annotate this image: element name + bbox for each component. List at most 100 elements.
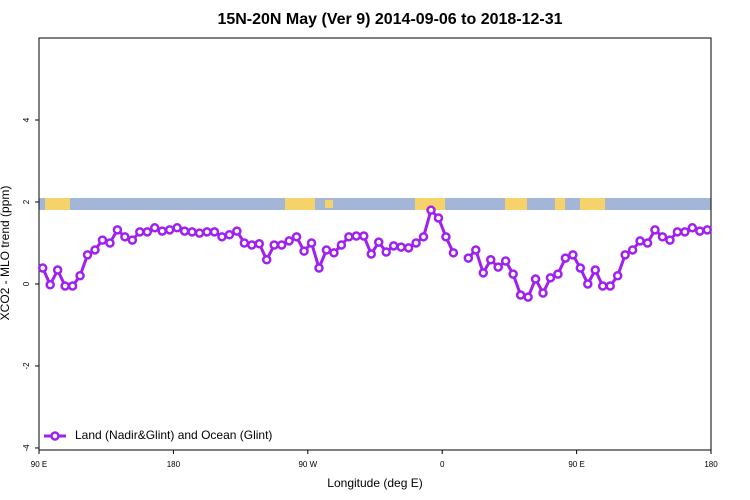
data-point <box>508 269 518 279</box>
data-point <box>224 230 235 240</box>
data-point <box>97 235 108 245</box>
data-point <box>433 213 444 223</box>
data-point <box>261 255 272 265</box>
data-point <box>194 228 205 238</box>
data-point <box>530 274 541 284</box>
data-point <box>82 250 93 260</box>
data-point <box>560 253 571 263</box>
data-point <box>157 226 167 236</box>
data-point <box>493 262 503 272</box>
data-point <box>702 225 713 235</box>
data-point <box>538 288 548 298</box>
data-point <box>284 236 294 246</box>
data-point <box>164 225 175 235</box>
data-point <box>575 263 586 273</box>
x-tick-label: 180 <box>704 460 718 469</box>
data-point <box>52 265 63 275</box>
map-strip <box>39 198 711 210</box>
data-point <box>276 240 287 250</box>
data-point <box>373 237 384 247</box>
data-point <box>620 250 630 260</box>
data-point <box>665 235 675 245</box>
plot-frame <box>38 37 712 451</box>
x-tick-label: 90 W <box>298 460 317 469</box>
data-point <box>90 245 100 255</box>
data-point <box>135 227 145 237</box>
y-tick-label: -4 <box>22 444 31 452</box>
data-point <box>67 281 78 291</box>
data-point <box>217 232 227 242</box>
data-point <box>127 235 138 245</box>
data-point <box>642 238 653 248</box>
data-point <box>45 280 55 290</box>
data-point <box>149 223 160 233</box>
data-point <box>247 240 257 250</box>
data-point <box>232 226 242 236</box>
data-point <box>306 238 317 248</box>
data-point <box>687 223 698 233</box>
data-point <box>172 223 182 233</box>
data-point <box>403 243 414 253</box>
data-point <box>209 227 220 237</box>
data-point <box>523 292 533 302</box>
data-point <box>411 238 421 248</box>
y-tick-label: 0 <box>22 281 31 286</box>
data-point <box>426 205 436 215</box>
data-point <box>680 227 690 237</box>
data-point <box>351 231 362 241</box>
data-point <box>254 239 265 249</box>
data-point <box>329 248 339 258</box>
data-point <box>381 247 391 257</box>
data-point <box>515 290 526 300</box>
data-point <box>605 281 615 291</box>
data-point <box>635 236 645 246</box>
data-point <box>657 232 668 242</box>
data-point <box>105 238 115 248</box>
data-point <box>179 226 190 236</box>
data-point <box>627 245 638 255</box>
y-axis-label: XCO2 - MLO trend (ppm) <box>0 186 12 321</box>
data-point <box>75 271 85 281</box>
data-point <box>471 245 481 255</box>
x-axis-label: Longitude (deg E) <box>327 476 422 490</box>
data-point <box>500 256 511 266</box>
data-point <box>291 232 302 242</box>
data-point <box>359 231 369 241</box>
data-point <box>583 279 593 289</box>
chart-title: 15N-20N May (Ver 9) 2014-09-06 to 2018-1… <box>217 11 562 28</box>
data-point <box>418 232 429 242</box>
data-point <box>314 263 324 273</box>
x-tick-label: 0 <box>440 460 445 469</box>
data-point <box>463 253 474 263</box>
x-tick-label: 90 E <box>31 460 47 469</box>
data-point <box>299 246 309 256</box>
legend-label: Land (Nadir&Glint) and Ocean (Glint) <box>75 428 272 442</box>
data-point <box>336 240 347 250</box>
data-point <box>478 268 489 278</box>
data-point <box>597 281 608 291</box>
data-point <box>553 269 563 279</box>
data-point <box>388 241 399 251</box>
data-point <box>37 263 48 273</box>
data-point <box>672 227 683 237</box>
data-point <box>568 250 578 260</box>
x-tick-label: 180 <box>167 460 181 469</box>
data-point <box>321 245 332 255</box>
data-point <box>545 273 556 283</box>
y-tick-label: 4 <box>22 117 31 122</box>
data-point <box>112 225 123 235</box>
data-point <box>612 271 623 281</box>
map-land <box>45 198 605 210</box>
y-tick-label: -2 <box>22 362 31 370</box>
data-point <box>60 281 70 291</box>
data-point <box>650 225 660 235</box>
data-point <box>448 248 459 258</box>
data-point <box>187 227 197 237</box>
data-point <box>239 238 250 248</box>
y-tick-label: 2 <box>22 199 31 204</box>
data-point <box>142 227 153 237</box>
x-tick-label: 90 E <box>568 460 584 469</box>
data-point <box>485 255 496 265</box>
data-point <box>202 227 212 237</box>
